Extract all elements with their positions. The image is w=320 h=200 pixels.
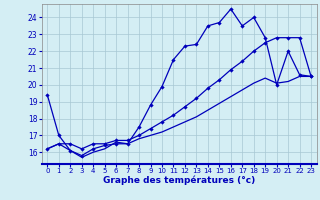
X-axis label: Graphe des températures (°c): Graphe des températures (°c) [103, 176, 255, 185]
